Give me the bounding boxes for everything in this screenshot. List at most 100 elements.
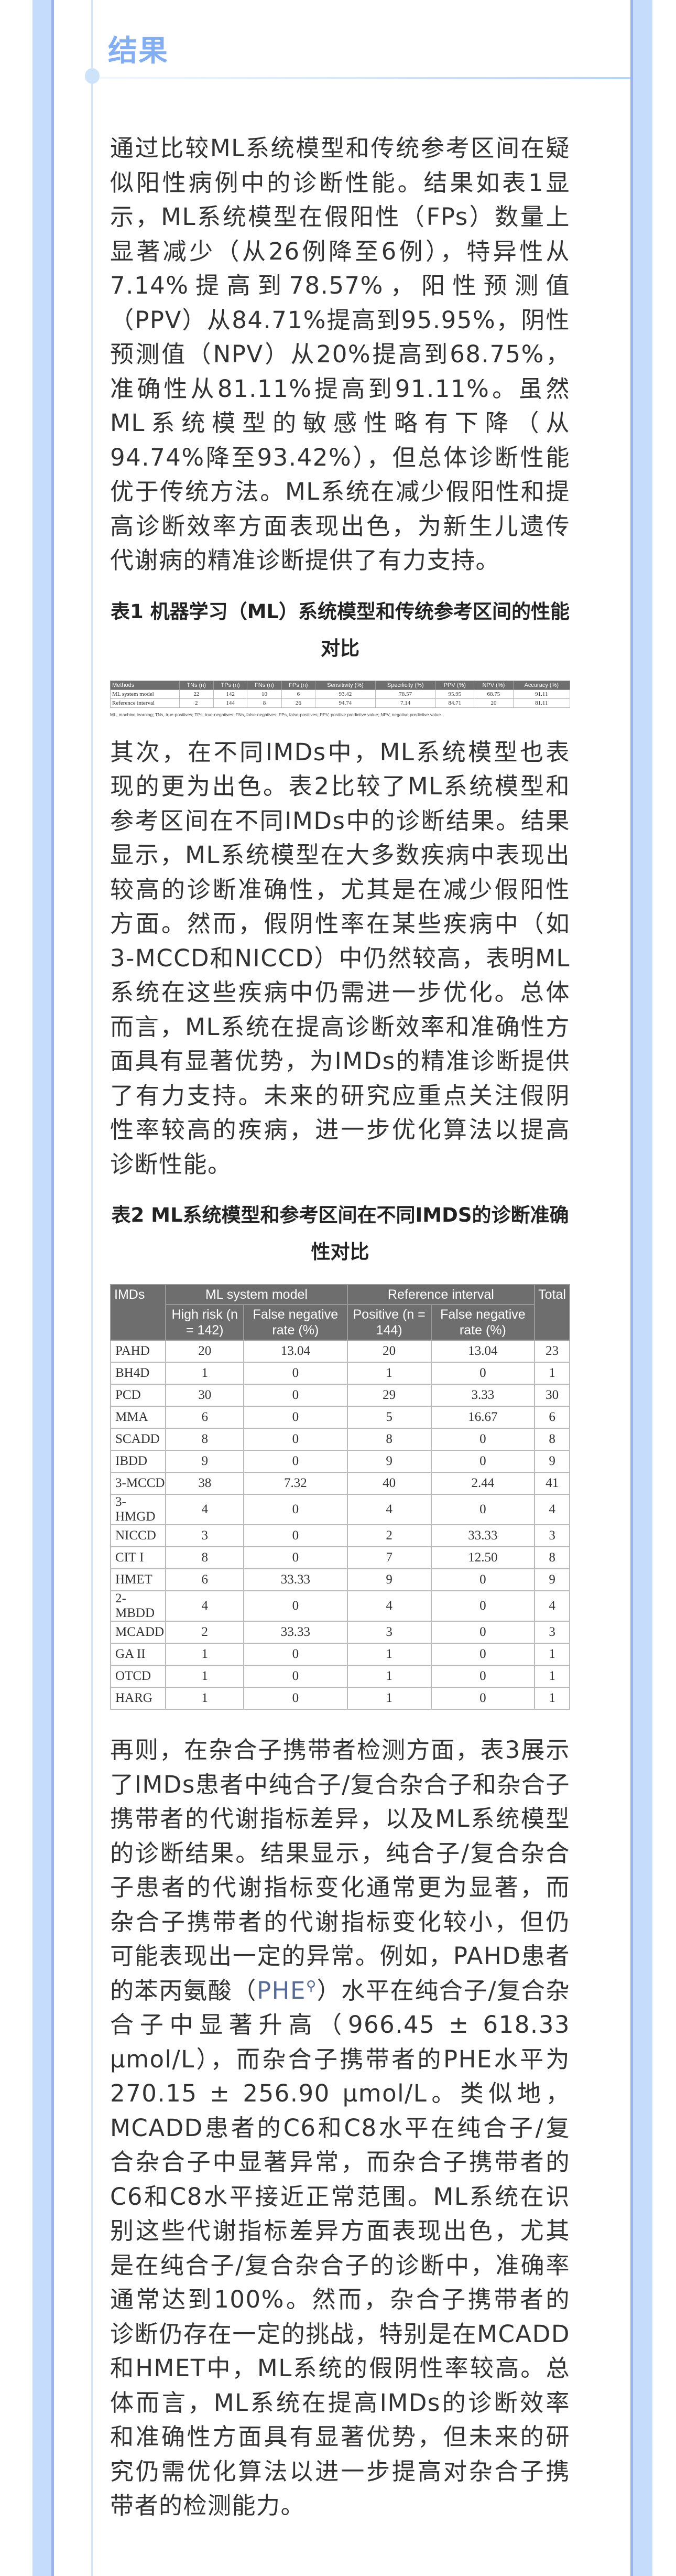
table-cell: 29 [346, 1384, 432, 1407]
table-cell: 0 [430, 1643, 536, 1666]
table-cell: 1 [534, 1665, 570, 1688]
table-cell: 93.42 [315, 689, 376, 699]
table-cell: 2 [179, 698, 214, 708]
table-cell: 4 [346, 1494, 432, 1525]
table-cell: 6 [534, 1406, 570, 1429]
table-cell: 0 [243, 1494, 348, 1525]
table-cell: 40 [346, 1472, 432, 1495]
table-cell: 3-HMGD [110, 1494, 167, 1525]
table-cell: IBDD [110, 1450, 167, 1473]
table2: IMDs ML system model Reference interval … [110, 1284, 570, 1710]
frame-right-edge [630, 0, 633, 2576]
frame-left-edge [51, 0, 54, 2576]
table-cell: 0 [430, 1428, 536, 1451]
table-cell: 68.75 [474, 689, 514, 699]
table-cell: 8 [247, 698, 282, 708]
table1-header-cell: PPV (%) [435, 680, 475, 690]
table1: Methods TNs (n) TPs (n) FNs (n) FPs (n) Sensi… [110, 680, 571, 708]
table-cell: 9 [534, 1450, 570, 1473]
table-row: SCADD 8 0 8 0 8 [110, 1428, 570, 1451]
table-row: PAHD 20 13.04 20 13.04 23 [110, 1340, 570, 1363]
table-cell: 0 [243, 1643, 348, 1666]
table-cell: 8 [165, 1546, 245, 1569]
table-cell: 7.14 [375, 698, 436, 708]
table-cell: NICCD [110, 1524, 167, 1547]
frame-right-band [633, 0, 652, 2576]
table-row: HMET 6 33.33 9 0 9 [110, 1568, 570, 1591]
table-cell: 84.71 [435, 698, 475, 708]
table-cell: 1 [346, 1687, 432, 1710]
table-cell: 4 [534, 1494, 570, 1525]
table-cell: 0 [430, 1590, 536, 1622]
table-cell: 33.33 [243, 1621, 348, 1644]
table-row: 3-MCCD 38 7.32 40 2.44 41 [110, 1472, 570, 1495]
table-cell: 6 [165, 1406, 245, 1429]
table-cell: 20 [346, 1340, 432, 1363]
table-row: MCADD 2 33.33 3 0 3 [110, 1621, 570, 1644]
table2-subheader-cell: High risk (n = 142) [165, 1304, 245, 1341]
table2-subheader-cell: False negative rate (%) [430, 1304, 536, 1341]
table-cell: 0 [243, 1590, 348, 1622]
paragraph-2: 其次，在不同IMDs中，ML系统模型也表现的更为出色。表2比较了ML系统模型和参… [110, 738, 570, 1178]
table1-header-cell: Sensitivity (%) [315, 680, 376, 690]
table2-subheader-cell: Positive (n = 144) [346, 1304, 432, 1341]
table-cell: 95.95 [435, 689, 475, 699]
table-cell: 78.57 [375, 689, 436, 699]
table-cell: 1 [346, 1643, 432, 1666]
table-cell: 1 [534, 1643, 570, 1666]
table-cell: 26 [281, 698, 316, 708]
table-cell: 0 [243, 1687, 348, 1710]
table-cell: 4 [534, 1590, 570, 1622]
table-cell: 8 [346, 1428, 432, 1451]
table-cell: 13.04 [243, 1340, 348, 1363]
table1-header-cell: TNs (n) [179, 680, 214, 690]
table-cell: 94.74 [315, 698, 376, 708]
table-cell: 10 [247, 689, 282, 699]
table1-caption: 表1 机器学习（ML）系统模型和传统参考区间的性能对比 [110, 600, 570, 660]
table-cell: 20 [474, 698, 514, 708]
table-row: 3-HMGD 4 0 4 0 4 [110, 1494, 570, 1525]
table-cell: 144 [213, 698, 248, 708]
table-cell: 5 [346, 1406, 432, 1429]
table-cell: 0 [243, 1546, 348, 1569]
table-cell: 2 [165, 1621, 245, 1644]
table-cell: 0 [243, 1450, 348, 1473]
paragraph-3-text-a: 再则，在杂合子携带者检测方面，表3展示了IMDs患者中纯合子/复合杂合子和杂合子… [110, 1736, 570, 2004]
table-cell: 30 [165, 1384, 245, 1407]
table-cell: 1 [346, 1362, 432, 1385]
table-cell: 3 [165, 1524, 245, 1547]
table-cell: BH4D [110, 1362, 167, 1385]
table-cell: 0 [430, 1494, 536, 1525]
table-cell: MCADD [110, 1621, 167, 1644]
section-title: 结果 [108, 34, 169, 68]
table-cell: Reference interval [110, 698, 180, 708]
table-cell: 3.33 [430, 1384, 536, 1407]
table-cell: 22 [179, 689, 214, 699]
table-cell: 13.04 [430, 1340, 536, 1363]
table-cell: 0 [243, 1665, 348, 1688]
table-cell: 1 [165, 1643, 245, 1666]
table-cell: 0 [430, 1621, 536, 1644]
table-cell: HARG [110, 1687, 167, 1710]
table1-header-row: Methods TNs (n) TPs (n) FNs (n) FPs (n) Sensi… [110, 680, 571, 690]
table-cell: CIT I [110, 1546, 167, 1569]
table2-subheader-cell: False negative rate (%) [243, 1304, 348, 1341]
table-cell: 81.11 [513, 698, 571, 708]
section-divider [92, 77, 630, 79]
table-cell: 23 [534, 1340, 570, 1363]
table-cell: 3 [534, 1524, 570, 1547]
search-icon[interactable]: ⚲ [306, 1978, 317, 1994]
table1-header-cell: Specificity (%) [375, 680, 436, 690]
table-cell: 1 [165, 1687, 245, 1710]
table-row: NICCD 3 0 2 33.33 3 [110, 1524, 570, 1547]
table-cell: HMET [110, 1568, 167, 1591]
table-cell: 91.11 [513, 689, 571, 699]
table-cell: PAHD [110, 1340, 167, 1363]
table-cell: 12.50 [430, 1546, 536, 1569]
phe-link[interactable]: PHE [257, 1976, 306, 2004]
table-cell: 0 [243, 1428, 348, 1451]
table-row: OTCD 1 0 1 0 1 [110, 1665, 570, 1688]
table-cell: 4 [346, 1590, 432, 1622]
table-cell: 9 [165, 1450, 245, 1473]
